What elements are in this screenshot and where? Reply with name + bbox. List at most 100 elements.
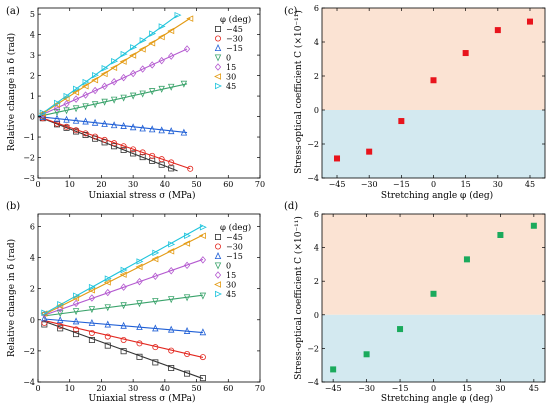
legend-marker [214,252,222,260]
legend-entry: −30 [226,35,243,44]
data-point [120,146,127,153]
data-point [73,85,81,93]
x-tick-label: −45 [325,384,342,393]
data-point [91,76,99,84]
x-tick-label: 30 [493,180,503,189]
data-point [56,302,64,310]
xlabel-a: Uniaxial stress σ (MPa) [89,190,196,201]
data-point [183,261,191,270]
data-point [152,324,159,332]
x-tick-label: −45 [329,180,346,189]
data-point [199,328,207,336]
data-point [110,78,118,86]
data-point [39,109,47,117]
legend-marker [214,290,222,298]
data-point [104,320,111,328]
data-point [139,65,146,73]
xlabel-c: Stretching angle φ (deg) [381,190,493,201]
shaded-region-1 [322,314,545,382]
y-tick-label: 6 [30,222,35,231]
data-point [158,156,165,163]
x-tick-label: 45 [525,180,535,189]
data-point [40,310,48,317]
data-point [158,85,165,93]
data-point [330,366,337,373]
data-point [398,118,405,125]
data-point [129,52,137,59]
data-point [152,344,159,351]
data-point [129,92,137,100]
data-point [72,299,80,308]
data-point [186,15,194,22]
data-point [130,44,138,51]
data-point [88,329,95,336]
data-point [104,288,111,297]
data-point [88,294,96,302]
x-tick-label: −15 [392,384,409,393]
data-point [129,123,137,131]
data-point [120,50,128,58]
data-point [430,290,437,297]
data-point [41,309,49,317]
data-point [56,316,64,324]
data-point [101,98,108,106]
y-tick-label: 4 [30,254,35,263]
data-point [139,149,146,156]
data-point [167,127,175,135]
data-point [92,133,99,140]
fit-line-15 [44,258,204,316]
panel-label-a: (a) [6,6,20,17]
data-point [120,266,128,274]
data-point [57,325,64,332]
data-point [430,77,437,84]
y-tick-label: 4 [30,31,35,40]
y-tick-label: −2 [23,154,35,163]
data-point [149,61,156,69]
chart-c: −45 −30 −15 0 15 30 45 −4 −2 0 2 4 6 [307,4,546,189]
data-point [56,310,64,318]
legend-marker [214,63,222,71]
fit-line--45 [37,116,178,172]
legend-marker [214,44,222,51]
data-point [494,27,501,34]
data-point [91,118,99,126]
data-point [73,292,81,299]
data-point [139,154,146,161]
data-point [101,119,108,127]
data-point [198,232,206,240]
ylabel-d: Stress-optical coefficient C (×10⁻¹¹) [293,216,304,380]
y-tick-label: 0 [30,113,35,122]
data-point [152,298,159,306]
y-tick-label: 5 [30,10,35,19]
data-point [199,375,206,382]
data-point [497,231,504,238]
legend-marker [214,73,222,80]
data-point [366,148,373,155]
data-point [72,317,80,325]
x-tick-label: 30 [495,384,505,393]
x-tick-label: 60 [223,384,233,393]
y-tick-label: 4 [314,38,319,47]
data-point [101,82,108,90]
data-point [168,241,176,248]
data-point [184,370,191,377]
data-point [397,326,404,333]
data-point [167,248,175,255]
y-tick-label: 2 [30,72,35,81]
x-tick-label: 50 [191,384,201,393]
ylabel-c: Stress-optical coefficient C (×10⁻¹¹) [293,10,304,174]
data-point [180,80,188,88]
data-point [120,302,127,310]
data-point [72,105,80,113]
x-tick-label: 30 [128,384,138,393]
data-point [72,89,80,96]
panel-label-c: (c) [284,6,298,17]
data-point [91,101,99,109]
legend-marker [214,243,221,250]
data-point [149,152,156,159]
data-point [63,92,71,100]
legend-entry: 15 [226,63,236,72]
y-tick-label: −2 [23,347,35,356]
data-point [104,333,111,340]
